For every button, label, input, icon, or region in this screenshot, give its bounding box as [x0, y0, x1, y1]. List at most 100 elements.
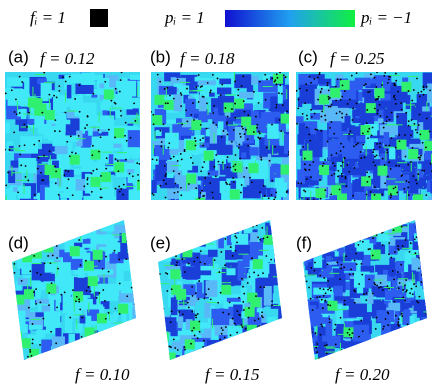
occupied-site — [374, 186, 376, 188]
occupied-site — [237, 89, 239, 91]
occupied-site — [210, 228, 212, 230]
occupied-site — [417, 302, 419, 304]
occupied-site — [406, 289, 408, 291]
occupied-site — [366, 109, 368, 111]
boundary — [223, 160, 224, 170]
occupied-site — [407, 187, 409, 189]
boundary — [171, 285, 181, 295]
domain — [128, 130, 140, 147]
occupied-site — [377, 110, 379, 112]
boundary — [171, 165, 181, 166]
domain — [111, 340, 126, 348]
occupied-site — [374, 284, 376, 286]
occupied-site — [336, 262, 338, 264]
occupied-site — [134, 120, 136, 122]
occupied-site — [416, 221, 418, 223]
occupied-site — [87, 286, 89, 288]
occupied-site — [402, 289, 404, 291]
occupied-site — [421, 91, 423, 93]
domain — [268, 317, 277, 324]
occupied-site — [339, 111, 341, 113]
occupied-site — [308, 169, 310, 171]
occupied-site — [310, 82, 312, 84]
boundary — [154, 95, 164, 105]
occupied-site — [12, 291, 14, 293]
panel-caption: f = 0.18 — [180, 49, 235, 68]
occupied-site — [57, 268, 59, 270]
occupied-site — [364, 156, 366, 158]
boundary — [232, 162, 242, 172]
occupied-site — [374, 156, 376, 158]
occupied-site — [362, 241, 364, 243]
boundary — [180, 229, 190, 230]
boundary — [361, 176, 371, 186]
occupied-site — [222, 162, 224, 164]
boundary — [323, 103, 324, 113]
occupied-site — [410, 134, 412, 136]
boundary — [125, 186, 135, 187]
occupied-site — [395, 147, 397, 149]
occupied-site — [90, 290, 92, 292]
occupied-site — [358, 283, 360, 285]
occupied-site — [324, 234, 326, 236]
boundary — [38, 164, 48, 165]
occupied-site — [51, 282, 53, 284]
boundary — [24, 289, 34, 299]
occupied-site — [38, 140, 40, 142]
occupied-site — [420, 281, 422, 283]
occupied-site — [414, 238, 416, 240]
occupied-site — [403, 188, 405, 190]
occupied-site — [76, 296, 78, 298]
occupied-site — [184, 150, 186, 152]
domain — [233, 305, 242, 325]
occupied-site — [156, 159, 158, 161]
domain — [99, 284, 118, 301]
domain — [281, 354, 288, 365]
occupied-site — [203, 195, 205, 197]
domain — [273, 231, 278, 249]
domain — [196, 236, 200, 242]
domain — [314, 249, 323, 268]
occupied-site — [63, 219, 65, 221]
occupied-site — [372, 293, 374, 295]
boundary — [231, 161, 241, 162]
occupied-site — [348, 133, 350, 135]
domain — [281, 260, 300, 268]
occupied-site — [359, 240, 361, 242]
occupied-site — [200, 170, 202, 172]
boundary — [405, 104, 415, 105]
occupied-site — [401, 175, 403, 177]
occupied-site — [368, 176, 370, 178]
occupied-site — [365, 350, 367, 352]
boundary — [175, 187, 176, 188]
occupied-site — [373, 161, 375, 163]
boundary — [67, 111, 77, 112]
occupied-site — [244, 133, 246, 135]
boundary — [58, 356, 59, 366]
occupied-site — [170, 346, 172, 348]
boundary — [390, 75, 400, 76]
domain — [12, 360, 18, 370]
occupied-site — [128, 348, 130, 350]
occupied-site — [78, 301, 80, 303]
occupied-site — [65, 81, 67, 83]
boundary — [33, 124, 34, 134]
domain — [269, 264, 278, 275]
domain — [109, 324, 117, 334]
occupied-site — [230, 246, 232, 248]
occupied-site — [191, 311, 193, 313]
boundary — [253, 259, 263, 269]
occupied-site — [365, 299, 367, 301]
occupied-site — [197, 313, 199, 315]
occupied-site — [395, 103, 397, 105]
boundary — [30, 102, 31, 112]
occupied-site — [365, 83, 367, 85]
domain — [207, 340, 227, 359]
domain — [174, 358, 189, 367]
occupied-site — [340, 79, 342, 81]
occupied-site — [14, 272, 16, 274]
domain — [210, 228, 222, 234]
occupied-site — [392, 270, 394, 272]
domain — [421, 327, 431, 347]
domain — [137, 81, 147, 98]
